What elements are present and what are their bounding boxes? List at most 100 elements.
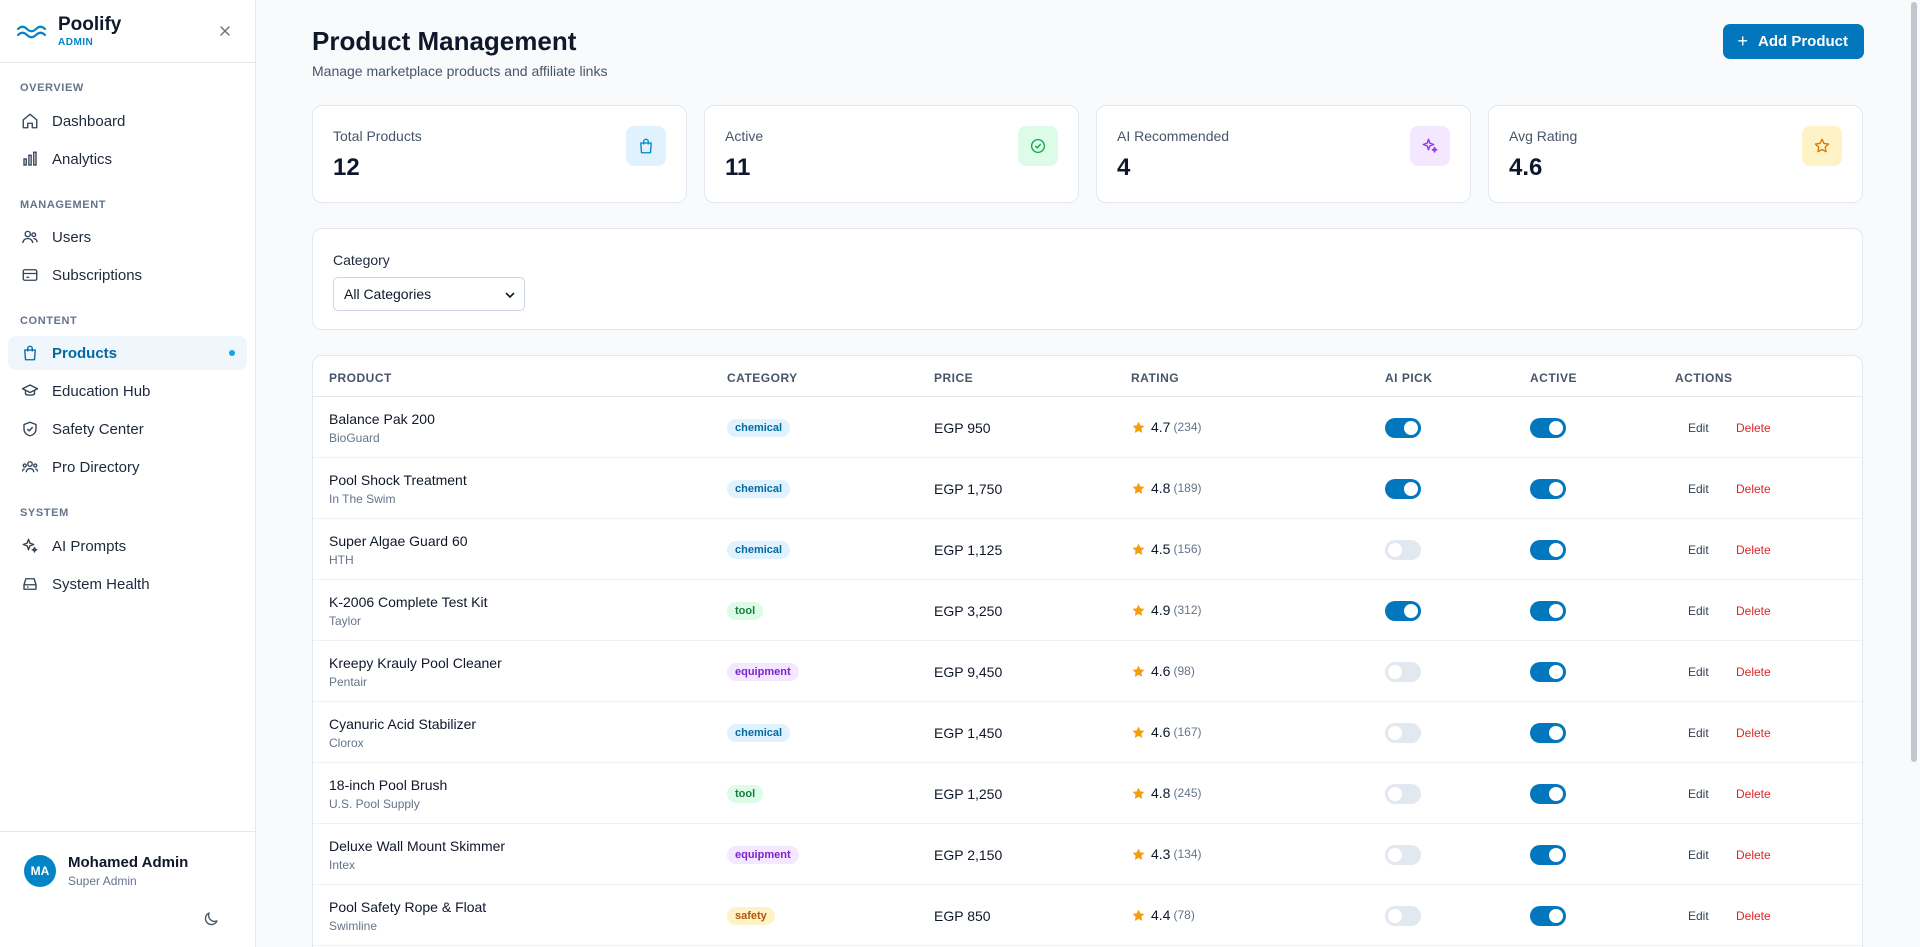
product-rating: 4.3 (134) [1131,846,1201,862]
page-title: Product Management [312,26,577,56]
column-header-active: ACTIVE [1530,371,1578,385]
ai-pick-toggle[interactable] [1385,479,1421,499]
stat-value: 4.6 [1509,154,1543,181]
delete-button[interactable]: Delete [1736,848,1771,862]
edit-button[interactable]: Edit [1688,665,1709,679]
delete-button[interactable]: Delete [1736,543,1771,557]
ai-pick-toggle[interactable] [1385,418,1421,438]
sidebar-item-safety-center[interactable]: Safety Center [8,412,247,446]
active-toggle[interactable] [1530,723,1566,743]
toggle-knob [1549,665,1563,679]
product-price: EGP 850 [934,908,991,924]
edit-button[interactable]: Edit [1688,421,1709,435]
sidebar-item-label: Dashboard [52,112,126,130]
product-price: EGP 1,450 [934,725,1003,741]
category-badge: chemical [727,724,791,742]
check-circle-icon [1018,126,1058,166]
toggle-knob [1388,726,1402,740]
product-name: 18-inch Pool Brush [329,777,448,793]
active-toggle[interactable] [1530,845,1566,865]
active-toggle[interactable] [1530,784,1566,804]
product-brand: In The Swim [329,492,396,506]
main-content: Product Management Manage marketplace pr… [256,0,1920,947]
category-badge: equipment [727,846,799,864]
edit-button[interactable]: Edit [1688,726,1709,740]
edit-button[interactable]: Edit [1688,543,1709,557]
sidebar-item-analytics[interactable]: Analytics [8,142,247,176]
table-row: Deluxe Wall Mount Skimmer Intex equipment E… [313,824,1862,885]
delete-button[interactable]: Delete [1736,787,1771,801]
rating-count: (134) [1173,847,1202,861]
product-price: EGP 1,750 [934,481,1003,497]
product-price: EGP 1,250 [934,786,1003,802]
product-price: EGP 9,450 [934,664,1003,680]
active-toggle[interactable] [1530,662,1566,682]
page-scrollbar[interactable] [1910,0,1918,763]
active-toggle[interactable] [1530,601,1566,621]
star-icon [1131,420,1151,435]
sidebar-item-system-health[interactable]: System Health [8,567,247,601]
close-icon[interactable] [217,23,233,39]
active-toggle[interactable] [1530,479,1566,499]
rating-count: (167) [1173,725,1202,739]
rating-value: 4.4 [1151,907,1171,923]
moon-icon[interactable] [202,910,222,930]
home-icon [20,111,40,131]
delete-button[interactable]: Delete [1736,909,1771,923]
sparkles-icon [20,536,40,556]
ai-pick-toggle[interactable] [1385,601,1421,621]
nav-section-content: CONTENT [20,315,78,327]
edit-button[interactable]: Edit [1688,848,1709,862]
product-name: Kreepy Krauly Pool Cleaner [329,655,502,671]
rating-value: 4.8 [1151,480,1171,496]
avatar[interactable]: MA [24,855,56,887]
add-product-button[interactable]: + Add Product [1723,24,1864,59]
sidebar-item-subscriptions[interactable]: Subscriptions [8,258,247,292]
sidebar-item-ai-prompts[interactable]: AI Prompts [8,529,247,563]
sidebar-item-products[interactable]: Products [8,336,247,370]
product-rating: 4.8 (245) [1131,785,1201,801]
active-toggle[interactable] [1530,906,1566,926]
edit-button[interactable]: Edit [1688,787,1709,801]
sidebar-item-users[interactable]: Users [8,220,247,254]
product-price: EGP 950 [934,420,991,436]
table-row: K-2006 Complete Test Kit Taylor tool EGP 3,… [313,580,1862,641]
nav-section-system: SYSTEM [20,507,69,519]
ai-pick-toggle[interactable] [1385,662,1421,682]
product-name: Deluxe Wall Mount Skimmer [329,838,506,854]
category-select[interactable]: All Categories [333,277,525,311]
ai-pick-toggle[interactable] [1385,540,1421,560]
edit-button[interactable]: Edit [1688,482,1709,496]
ai-pick-toggle[interactable] [1385,906,1421,926]
delete-button[interactable]: Delete [1736,665,1771,679]
sidebar-item-label: Education Hub [52,382,151,400]
active-toggle[interactable] [1530,418,1566,438]
scrollbar-thumb[interactable] [1911,2,1917,762]
sidebar-item-label: AI Prompts [52,537,127,555]
sidebar-item-education-hub[interactable]: Education Hub [8,374,247,408]
product-brand: Pentair [329,675,368,689]
brand-header: Poolify ADMIN [0,0,255,63]
active-toggle[interactable] [1530,540,1566,560]
delete-button[interactable]: Delete [1736,421,1771,435]
ai-pick-toggle[interactable] [1385,784,1421,804]
credit-card-icon [20,265,40,285]
product-price: EGP 1,125 [934,542,1003,558]
delete-button[interactable]: Delete [1736,482,1771,496]
ai-pick-toggle[interactable] [1385,845,1421,865]
product-name: Super Algae Guard 60 [329,533,468,549]
edit-button[interactable]: Edit [1688,909,1709,923]
column-header-product: PRODUCT [329,371,392,385]
stat-card-ai-recommended: AI Recommended 4 [1096,105,1471,203]
plus-icon: + [1737,31,1748,51]
product-name: Cyanuric Acid Stabilizer [329,716,477,732]
product-name: Pool Shock Treatment [329,472,467,488]
ai-pick-toggle[interactable] [1385,723,1421,743]
sidebar-item-pro-directory[interactable]: Pro Directory [8,450,247,484]
sidebar-item-dashboard[interactable]: Dashboard [8,104,247,138]
edit-button[interactable]: Edit [1688,604,1709,618]
page-subtitle: Manage marketplace products and affiliat… [312,63,608,79]
delete-button[interactable]: Delete [1736,604,1771,618]
stat-card-active: Active 11 [704,105,1079,203]
delete-button[interactable]: Delete [1736,726,1771,740]
